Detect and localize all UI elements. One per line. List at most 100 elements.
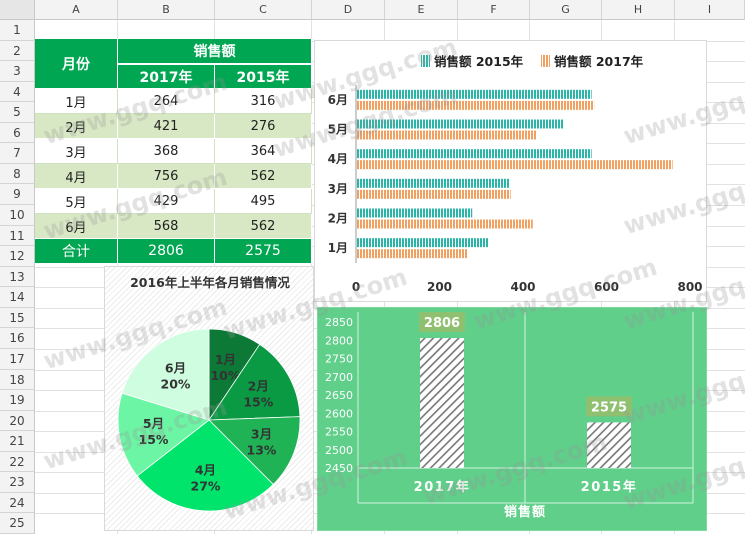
row-header-16[interactable]: 16 (0, 328, 35, 349)
horizontal-bar-chart[interactable]: 销售额 2015年 销售额 2017年 0 200 400 600 800 1月 2月 3月 4月… (314, 40, 707, 302)
row-header-4[interactable]: 4 (0, 81, 35, 103)
table-cell-month[interactable]: 2月 (35, 114, 118, 139)
pie-title: 2016年上半年各月销售情况 (130, 275, 290, 290)
row-header-13[interactable]: 13 (0, 266, 35, 288)
vbar-data-label: 2575 (591, 400, 627, 415)
column-header-H[interactable]: H (602, 0, 675, 20)
total-2015[interactable]: 2575 (215, 239, 312, 264)
row-header-12[interactable]: 12 (0, 246, 35, 267)
row-header-20[interactable]: 20 (0, 410, 35, 432)
pie-chart[interactable]: 2016年上半年各月销售情况 1月 10% 2月 15% 3月 13% 4月 27% 5月 15%… (104, 266, 314, 531)
row-header-5[interactable]: 5 (0, 102, 35, 123)
hbar-svg: 销售额 2015年 销售额 2017年 0 200 400 600 800 1月 2月 3月 4月… (328, 54, 703, 294)
row-header-9[interactable]: 9 (0, 184, 35, 206)
row-header-10[interactable]: 10 (0, 205, 35, 226)
vbar-data-label: 2806 (424, 316, 460, 331)
legend-label-0: 销售额 2015年 (434, 54, 524, 69)
pie-slice-label: 6月 (165, 361, 186, 376)
sales-header[interactable]: 销售额 (118, 39, 312, 64)
row-header-1[interactable]: 1 (0, 20, 35, 41)
row-header-15[interactable]: 15 (0, 307, 35, 329)
legend-label-1: 销售额 2017年 (554, 54, 644, 69)
total-label[interactable]: 合计 (35, 239, 118, 264)
table-cell-v2015[interactable]: 495 (215, 189, 312, 214)
row-header-7[interactable]: 7 (0, 143, 35, 164)
hbar-bar-2015 (357, 89, 592, 99)
row-header-2[interactable]: 2 (0, 40, 35, 62)
table-cell-v2017[interactable]: 756 (118, 164, 215, 189)
pie-slice-percent: 20% (161, 377, 191, 392)
table-cell-v2017[interactable]: 421 (118, 114, 215, 139)
pie-slice-percent: 10% (210, 368, 240, 383)
vbar-svg: 2450 2500 2550 2600 2650 2700 2750 2800 2850 2017… (325, 312, 694, 520)
select-all-corner[interactable] (0, 0, 35, 20)
column-header-A[interactable]: A (35, 0, 118, 20)
row-header-22[interactable]: 22 (0, 451, 35, 473)
pie-slice-label: 5月 (143, 416, 164, 431)
row-header-11[interactable]: 11 (0, 225, 35, 247)
row-header-14[interactable]: 14 (0, 287, 35, 308)
row-header-18[interactable]: 18 (0, 369, 35, 391)
table-cell-month[interactable]: 4月 (35, 164, 118, 189)
row-header-19[interactable]: 19 (0, 390, 35, 411)
row-header-21[interactable]: 21 (0, 431, 35, 452)
pie-slice-label: 1月 (215, 352, 236, 367)
table-cell-v2017[interactable]: 368 (118, 139, 215, 164)
hbar-category-label: 2月 (328, 212, 348, 226)
vbar-y-tick-label: 2800 (325, 334, 353, 347)
column-header-G[interactable]: G (530, 0, 602, 20)
vbar-y-tick-label: 2600 (325, 407, 353, 420)
table-cell-v2017[interactable]: 429 (118, 189, 215, 214)
row-header-17[interactable]: 17 (0, 348, 35, 370)
hbar-bar-2015 (357, 178, 509, 188)
table-cell-v2015[interactable]: 562 (215, 214, 312, 239)
table-cell-v2015[interactable]: 276 (215, 114, 312, 139)
row-header-24[interactable]: 24 (0, 492, 35, 514)
pie-slice (136, 419, 274, 512)
table-cell-v2017[interactable]: 264 (118, 89, 215, 114)
table-cell-v2015[interactable]: 562 (215, 164, 312, 189)
row-header-23[interactable]: 23 (0, 472, 35, 493)
hbar-bar-2017 (357, 160, 673, 170)
year-header-2015[interactable]: 2015年 (215, 64, 312, 89)
hbar-bar-2015 (357, 238, 489, 248)
total-2017[interactable]: 2806 (118, 239, 215, 264)
vbar-data-label-box (419, 312, 465, 333)
pie-slice-label: 2月 (248, 379, 269, 394)
column-chart[interactable]: 2450 2500 2550 2600 2650 2700 2750 2800 2850 2017… (317, 307, 707, 531)
vbar-y-tick-label: 2850 (325, 316, 353, 329)
row-header-8[interactable]: 8 (0, 163, 35, 185)
pie-slice (208, 416, 301, 486)
column-header-F[interactable]: F (458, 0, 530, 20)
table-cell-v2017[interactable]: 568 (118, 214, 215, 239)
table-cell-month[interactable]: 5月 (35, 189, 118, 214)
pie-slice-label: 3月 (251, 427, 272, 442)
hbar-category-label: 6月 (328, 93, 348, 107)
column-header-D[interactable]: D (312, 0, 385, 20)
pie-slice-percent: 15% (243, 395, 273, 410)
table-cell-month[interactable]: 6月 (35, 214, 118, 239)
vbar-y-tick-label: 2650 (325, 389, 353, 402)
row-header-6[interactable]: 6 (0, 122, 35, 144)
column-header-B[interactable]: B (118, 0, 215, 20)
table-cell-month[interactable]: 3月 (35, 139, 118, 164)
column-header-C[interactable]: C (215, 0, 312, 20)
year-header-2017[interactable]: 2017年 (118, 64, 215, 89)
row-header-25[interactable]: 25 (0, 513, 35, 534)
pie-slice-percent: 13% (247, 443, 277, 458)
hbar-bar-2015 (357, 208, 473, 218)
hbar-x-tick-label: 400 (510, 280, 535, 294)
hbar-category-label: 1月 (328, 241, 348, 255)
table-cell-month[interactable]: 1月 (35, 89, 118, 114)
legend-swatch-1 (541, 55, 550, 67)
hbar-bar-2015 (357, 119, 564, 129)
table-cell-v2015[interactable]: 316 (215, 89, 312, 114)
pie-slice-label: 4月 (195, 462, 216, 477)
table-cell-v2015[interactable]: 364 (215, 139, 312, 164)
vbar-category-label: 2017年 (414, 479, 471, 495)
column-header-E[interactable]: E (385, 0, 458, 20)
column-header-I[interactable]: I (675, 0, 745, 20)
row-header-3[interactable]: 3 (0, 61, 35, 82)
hbar-bar-2017 (357, 130, 537, 140)
month-header[interactable]: 月份 (35, 39, 118, 89)
